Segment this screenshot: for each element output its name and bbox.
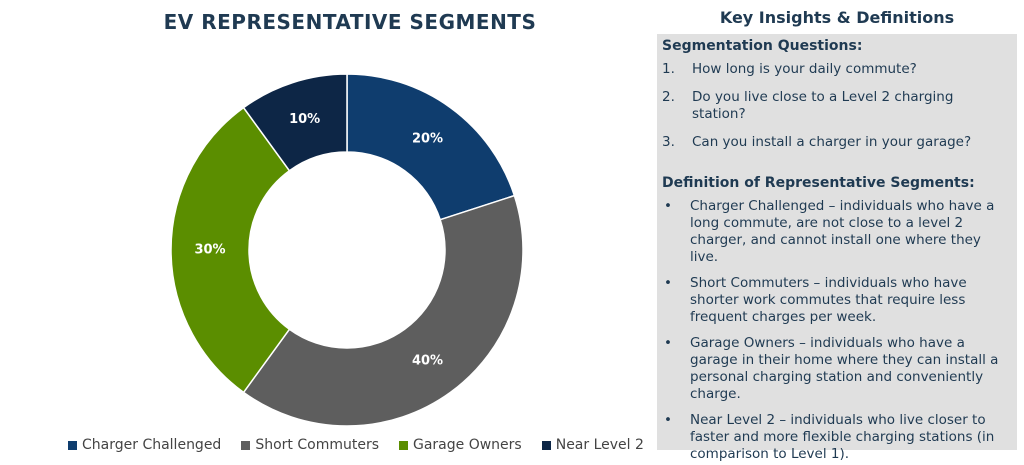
question-item: 3. Can you install a charger in your gar… <box>662 134 1011 151</box>
bullet: • <box>664 198 672 214</box>
definitions-list: • Charger Challenged – individuals who h… <box>662 198 1011 463</box>
slice-data-label: 20% <box>412 132 443 147</box>
legend-swatch <box>541 440 551 450</box>
question-item: 1. How long is your daily commute? <box>662 61 1011 78</box>
legend-label: Garage Owners <box>413 437 522 453</box>
bullet: • <box>664 275 672 291</box>
slice-data-label: 10% <box>289 112 320 127</box>
slice-data-label: 40% <box>412 353 443 368</box>
bullet: • <box>664 412 672 428</box>
definition-text: Short Commuters – individuals who have s… <box>690 275 967 325</box>
question-text: Can you install a charger in your garage… <box>692 134 972 150</box>
legend-item: Garage Owners <box>399 437 522 453</box>
insights-panel: Segmentation Questions: 1. How long is y… <box>657 34 1017 462</box>
definition-text: Charger Challenged – individuals who hav… <box>690 198 995 265</box>
legend-swatch <box>399 440 408 450</box>
chart-legend: Charger Challenged Short Commuters Garage … <box>68 437 644 453</box>
question-number: 3. <box>662 134 675 150</box>
legend-item: Short Commuters <box>241 437 379 453</box>
definition-item: • Short Commuters – individuals who have… <box>662 275 1011 326</box>
chart-title: EV REPRESENTATIVE SEGMENTS <box>163 10 537 34</box>
questions-list: 1. How long is your daily commute? 2. Do… <box>662 61 1011 151</box>
definitions-title: Definition of Representative Segments: <box>662 175 975 191</box>
legend-item: Near Level 2 <box>541 437 644 453</box>
question-number: 2. <box>662 89 675 105</box>
bullet: • <box>664 335 672 351</box>
definition-text: Near Level 2 – individuals who live clos… <box>690 412 995 462</box>
legend-item: Charger Challenged <box>68 437 221 453</box>
donut-slice-garage-owners <box>170 106 291 394</box>
question-item: 2. Do you live close to a Level 2 chargi… <box>662 89 1011 123</box>
panel-heading: Key Insights & Definitions <box>719 8 955 27</box>
slice-data-label: 30% <box>194 243 225 258</box>
definition-item: • Near Level 2 – individuals who live cl… <box>662 412 1011 463</box>
legend-swatch <box>241 440 251 450</box>
donut-slice-near-level-2 <box>242 73 348 172</box>
donut-slice-charger-challenged <box>346 73 516 221</box>
definition-text: Garage Owners – individuals who have a g… <box>690 335 999 402</box>
definition-item: • Charger Challenged – individuals who h… <box>662 198 1011 266</box>
donut-chart: 20% 40% 30% 10% <box>170 73 524 427</box>
questions-title: Segmentation Questions: <box>662 38 863 54</box>
donut-slice-short-commuters <box>242 194 524 427</box>
legend-label: Charger Challenged <box>82 437 222 453</box>
question-text: Do you live close to a Level 2 charging … <box>692 89 954 122</box>
legend-label: Short Commuters <box>255 437 379 453</box>
question-text: How long is your daily commute? <box>692 61 917 77</box>
legend-swatch <box>68 440 77 450</box>
legend-label: Near Level 2 <box>555 437 644 453</box>
question-number: 1. <box>662 61 675 77</box>
definition-item: • Garage Owners – individuals who have a… <box>662 335 1011 403</box>
